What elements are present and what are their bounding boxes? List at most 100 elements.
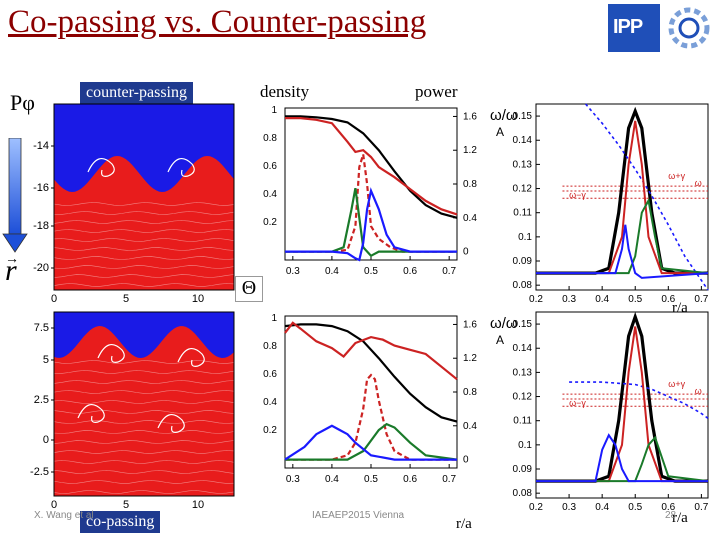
x-tick-label: 0.4 bbox=[325, 266, 339, 277]
y-right-tick-label: 1.6 bbox=[463, 319, 477, 330]
counter-passing-phase-plot: -14 -16 -18 -20 0 5 10 bbox=[33, 103, 235, 305]
series-line-1 bbox=[285, 117, 458, 216]
series-line-4 bbox=[285, 187, 457, 262]
y-right-tick-label: 0.8 bbox=[463, 179, 477, 190]
flow-curl-2 bbox=[77, 403, 105, 423]
y-tick-label: -16 bbox=[33, 182, 49, 194]
y-left-tick-label: 0.2 bbox=[263, 425, 277, 436]
plot-frame bbox=[284, 315, 458, 469]
streamline bbox=[53, 256, 235, 260]
y-tick-label: -2.5 bbox=[30, 466, 49, 478]
series-line-4 bbox=[284, 424, 457, 461]
streamline bbox=[53, 460, 235, 464]
flow-curl-0 bbox=[87, 157, 115, 177]
x-tick-label: 0.3 bbox=[562, 502, 576, 513]
series-line-0 bbox=[285, 115, 458, 219]
series-line-2 bbox=[536, 120, 708, 275]
gradient-arrow-icon bbox=[2, 138, 28, 253]
y-tick-label: 0.08 bbox=[513, 280, 533, 291]
y-tick-label: 0.12 bbox=[513, 184, 533, 195]
streamline bbox=[53, 490, 235, 494]
y-tick-label: 0.08 bbox=[513, 488, 533, 499]
co-passing-label: co-passing bbox=[80, 511, 161, 533]
y-left-tick-label: 0.8 bbox=[263, 341, 277, 352]
x-tick-label: 0.4 bbox=[325, 474, 339, 485]
r-text: r bbox=[5, 254, 17, 287]
y-right-tick-label: 1.2 bbox=[463, 353, 477, 364]
streamline bbox=[53, 450, 235, 454]
x-tick-label: 10 bbox=[192, 293, 204, 305]
x-tick-label: 0.6 bbox=[403, 266, 417, 277]
logo-text: IPP bbox=[613, 16, 643, 38]
series-line-3 bbox=[536, 435, 709, 483]
streamline bbox=[53, 360, 235, 364]
x-tick-label: 0.3 bbox=[562, 294, 576, 305]
y-right-tick-label: 0.8 bbox=[463, 387, 477, 398]
x-tick-label: 0.6 bbox=[661, 294, 675, 305]
y-tick-label: 0.1 bbox=[518, 232, 532, 243]
y-tick-label: 0.1 bbox=[518, 440, 532, 451]
x-tick-label: 0.5 bbox=[628, 502, 642, 513]
series-line-1 bbox=[569, 381, 709, 419]
y-tick-label: 7.5 bbox=[34, 322, 49, 334]
series-line-2 bbox=[536, 326, 708, 483]
x-tick-label: 0.2 bbox=[529, 294, 543, 305]
flow-curl-0 bbox=[97, 343, 125, 363]
omega-axis-label: ω/ω bbox=[490, 107, 518, 124]
series-line-0 bbox=[284, 323, 458, 423]
power-label: power bbox=[415, 82, 458, 101]
streamline bbox=[53, 480, 235, 484]
x-tick-label: 0 bbox=[51, 293, 57, 305]
y-tick-label: -18 bbox=[33, 220, 49, 232]
y-tick-label: 0.09 bbox=[513, 464, 533, 475]
y-right-tick-label: 0 bbox=[463, 247, 469, 258]
x-tick-label: 0.6 bbox=[403, 474, 417, 485]
series-line-4 bbox=[536, 433, 708, 483]
omega-axis-sub: A bbox=[496, 333, 504, 347]
series-line-3 bbox=[536, 197, 709, 275]
series-line-0 bbox=[536, 106, 708, 275]
x-tick-label: 0.7 bbox=[442, 266, 456, 277]
density-label: density bbox=[260, 82, 310, 101]
y-right-tick-label: 0.4 bbox=[463, 421, 477, 432]
streamline bbox=[53, 247, 235, 251]
streamline bbox=[53, 380, 235, 384]
legend-label-2: ω−γ bbox=[569, 398, 586, 408]
co-profile-plot: 0.3 0.4 0.5 0.6 0.7 1 0.8 0.6 0.4 0.2 1.6 1.2 0.8 0.4… bbox=[263, 313, 477, 485]
r-over-a-label-bottom: r/a bbox=[672, 510, 688, 526]
y-left-tick-label: 0.6 bbox=[263, 369, 277, 380]
page-number: 28 bbox=[665, 510, 677, 521]
y-tick-label: 0.15 bbox=[513, 111, 533, 122]
streamline bbox=[53, 220, 235, 224]
x-tick-label: 0.4 bbox=[595, 294, 609, 305]
plot-frame bbox=[53, 311, 235, 497]
p-phi-label: Pφ bbox=[10, 90, 35, 116]
streamline bbox=[53, 430, 235, 434]
footer-author: X. Wang et al bbox=[34, 510, 94, 521]
logo-rings-icon bbox=[668, 7, 710, 49]
y-left-tick-label: 0.2 bbox=[263, 217, 277, 228]
y-right-tick-label: 0 bbox=[463, 455, 469, 466]
y-tick-label: -14 bbox=[33, 140, 49, 152]
y-right-tick-label: 0.4 bbox=[463, 213, 477, 224]
streamline bbox=[53, 440, 235, 444]
series-line-3 bbox=[285, 188, 457, 258]
theta-text: Θ bbox=[241, 277, 257, 299]
streamline bbox=[53, 202, 235, 206]
x-tick-label: 0 bbox=[51, 499, 57, 510]
blue-region bbox=[54, 312, 234, 358]
y-tick-label: 0.14 bbox=[513, 343, 533, 354]
flow-curl-1 bbox=[177, 347, 205, 367]
x-tick-label: 0.3 bbox=[286, 474, 300, 485]
streamline bbox=[53, 390, 235, 394]
flow-curl-3 bbox=[157, 413, 185, 433]
x-tick-label: 0.2 bbox=[529, 502, 543, 513]
y-tick-label: 2.5 bbox=[34, 394, 49, 406]
omega-axis-label: ω/ω bbox=[490, 315, 518, 332]
series-line-2 bbox=[285, 373, 457, 461]
y-tick-label: 0.15 bbox=[513, 319, 533, 330]
counter-frequency-plot: ω/ωA 0.15 0.14 0.13 0.12 0.11 0.1 0.09 0.08 0.2 0.… bbox=[490, 103, 709, 305]
footer-conference: IAEAEP2015 Vienna bbox=[312, 510, 405, 521]
y-tick-label: -20 bbox=[33, 262, 49, 274]
r-over-a-label-center: r/a bbox=[456, 516, 472, 532]
